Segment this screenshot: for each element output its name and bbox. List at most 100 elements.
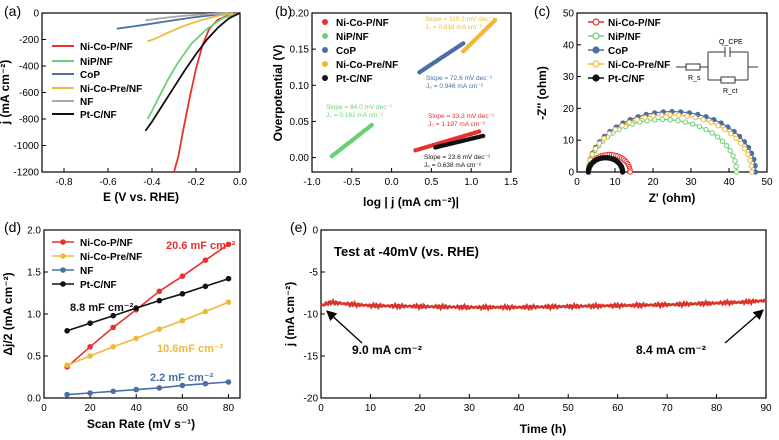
- data-point: [658, 112, 665, 118]
- x-tick-label: 30: [685, 177, 697, 188]
- x-tick-label: 0.0: [385, 177, 399, 188]
- panel-a-ylabel: j (mA cm⁻²): [0, 60, 12, 126]
- panel-a-plot-area: [116, 12, 241, 173]
- series-line: [66, 277, 229, 332]
- y-tick-label: 40: [563, 40, 575, 51]
- data-point: [225, 275, 232, 282]
- y-tick-label: -400: [19, 62, 39, 73]
- circuit-label-qcpe: Q_CPE: [719, 39, 743, 46]
- series-line: [144, 12, 241, 132]
- data-point: [709, 130, 715, 136]
- y-tick-label: -15: [304, 352, 319, 363]
- data-point: [732, 158, 738, 164]
- panel-b-frame: [311, 12, 512, 173]
- y-tick-label: 0: [312, 226, 318, 237]
- panel-b-xlabel: log | j (mA cm⁻²)|: [363, 195, 459, 209]
- panel-d-ticks: 0 20 40 60 80 0.0 0.5 1.0 1.5 2.0: [27, 226, 234, 415]
- series-line: [66, 243, 229, 368]
- data-point: [733, 135, 739, 142]
- y-tick-label: 20: [563, 104, 575, 115]
- panel-c-xlabel: Z' (ohm): [649, 191, 696, 205]
- y-tick-label: 0.15: [290, 45, 310, 56]
- legend-marker: [60, 281, 66, 287]
- data-point: [719, 138, 726, 144]
- y-tick-label: 30: [563, 72, 575, 83]
- data-point: [606, 131, 613, 137]
- data-point: [64, 362, 70, 369]
- data-point: [592, 146, 599, 152]
- y-tick-label: 50: [563, 9, 575, 20]
- y-tick-label: -10: [304, 310, 319, 321]
- x-tick-label: -0.5: [343, 177, 361, 188]
- data-point: [480, 133, 486, 139]
- x-tick-label: 40: [513, 403, 525, 414]
- data-point: [87, 320, 93, 327]
- data-point: [675, 118, 681, 124]
- x-tick-label: 0: [318, 403, 324, 414]
- series-line: [320, 297, 768, 312]
- data-point: [642, 114, 648, 121]
- legend-marker: [322, 61, 328, 67]
- legend-label: NiP/NF: [80, 57, 113, 68]
- panel-e-title: Test at -40mV (vs. RHE): [334, 244, 479, 259]
- legend-label: Ni-Co-Pre/NF: [608, 60, 670, 71]
- data-point: [749, 169, 755, 175]
- legend-label: Pt-C/NF: [608, 74, 645, 85]
- x-tick-label: -0.4: [143, 177, 161, 188]
- panel-d: (d) 0 20 40 60 80 0.0 0.5 1.0 1.5 2.0 Scan Rate (…: [1, 219, 241, 431]
- data-point: [492, 18, 498, 23]
- legend-label: CoP: [336, 46, 356, 57]
- x-tick-label: -1.0: [303, 177, 321, 188]
- y-tick-label: -600: [19, 88, 39, 99]
- data-point: [369, 122, 374, 128]
- data-point: [156, 385, 163, 391]
- legend-marker: [322, 47, 328, 53]
- panel-b-ylabel: Overpotential (V): [271, 45, 285, 142]
- legend-marker: [592, 60, 600, 68]
- data-point: [477, 129, 482, 134]
- panel-a: (a) -0.8 -0.6 -0.4 -0.2 0.0 0 -200 -400 -600 -800…: [0, 3, 247, 204]
- data-point: [708, 119, 714, 126]
- annotation-slope: Slope = 110.3 mV dec⁻¹: [425, 16, 495, 23]
- legend-label: Ni-Co-Pre/NF: [80, 252, 142, 263]
- y-tick-label: -5: [309, 268, 318, 279]
- data-point: [110, 324, 116, 331]
- x-tick-label: -0.2: [187, 177, 205, 188]
- data-point: [724, 143, 730, 149]
- y-tick-label: 0.5: [27, 352, 41, 363]
- data-point: [745, 151, 751, 158]
- annotation-arrow-end: [724, 309, 764, 344]
- data-point: [650, 113, 656, 119]
- data-point: [714, 134, 721, 140]
- legend-marker: [322, 33, 328, 39]
- panel-e-letter: (e): [290, 219, 307, 235]
- data-point: [202, 283, 209, 290]
- x-tick-label: -0.8: [55, 177, 73, 188]
- y-tick-label: -20: [304, 394, 319, 405]
- panel-c-equivalent-circuit: [676, 47, 758, 84]
- data-point: [634, 117, 640, 123]
- data-point: [156, 326, 163, 332]
- legend-marker: [592, 32, 600, 40]
- x-tick-label: 1.5: [504, 177, 518, 188]
- panel-d-legend: Ni-Co-P/NF Ni-Co-Pre/NF NF Pt-C/NF: [52, 238, 142, 291]
- y-tick-label: -1200: [13, 168, 39, 179]
- x-tick-label: 50: [761, 177, 773, 188]
- series-line: [587, 118, 738, 173]
- panel-a-ticks: -0.8 -0.6 -0.4 -0.2 0.0 0 -200 -400 -600 -800 -100…: [13, 9, 247, 189]
- panel-b: (b) -1.0 -0.5 0.0 0.5 1.0 1.5 0.00 0.05 0.10 0.15…: [271, 3, 518, 209]
- panel-c-legend: Ni-Co-P/NF NiP/NF CoP Ni-Co-Pre/NF Pt-C/…: [588, 18, 670, 85]
- x-tick-label: 0.0: [233, 177, 247, 188]
- data-point: [727, 148, 733, 154]
- series-line: [173, 12, 241, 173]
- annotation-arrow-start: [326, 310, 363, 344]
- panel-c-frame: [576, 12, 768, 173]
- data-point: [64, 391, 70, 398]
- data-point: [179, 382, 186, 389]
- x-tick-label: 40: [723, 177, 735, 188]
- annotation-j0: J₀ = 0.818 mA cm⁻²: [425, 24, 483, 31]
- panel-e-plot-area: [320, 297, 768, 312]
- data-point: [747, 157, 753, 163]
- data-point: [589, 151, 596, 158]
- circuit-label-rct: R_ct: [723, 88, 737, 95]
